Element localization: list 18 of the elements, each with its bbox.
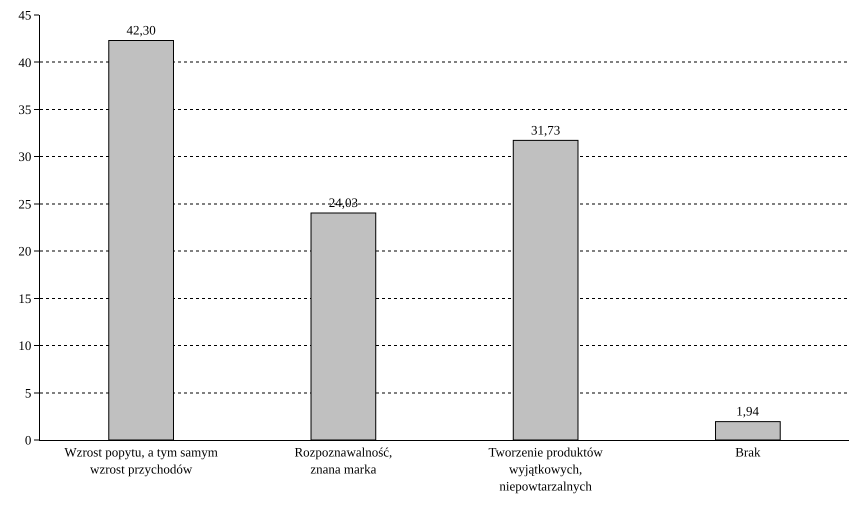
- y-tick-label: 0: [24, 432, 32, 448]
- y-tick-label: 20: [18, 244, 32, 259]
- y-tick-label: 10: [18, 338, 32, 354]
- y-tick-label: 35: [18, 102, 32, 117]
- y-tick-label: 25: [18, 196, 32, 212]
- y-tick-label: 40: [18, 54, 32, 70]
- y-tick-label: 15: [18, 290, 32, 306]
- x-tick-label: Rozpoznawalność, znana marka: [294, 444, 392, 476]
- x-tick-label: Tworzenie produktów wyjątkowych, niepowtarzalnych: [488, 444, 604, 494]
- x-tick-label: Brak: [735, 444, 762, 460]
- data-label: 1,94: [736, 404, 760, 419]
- x-tick-label: Wzrost popytu, a tym samym wzrost przychodów: [64, 444, 218, 476]
- data-label: 24,03: [328, 195, 358, 210]
- data-label: 31,73: [531, 122, 560, 138]
- y-tick-label: 5: [24, 385, 32, 400]
- data-label: 42,30: [126, 22, 156, 38]
- y-tick-label: 45: [18, 8, 32, 23]
- y-tick-label: 30: [18, 149, 32, 164]
